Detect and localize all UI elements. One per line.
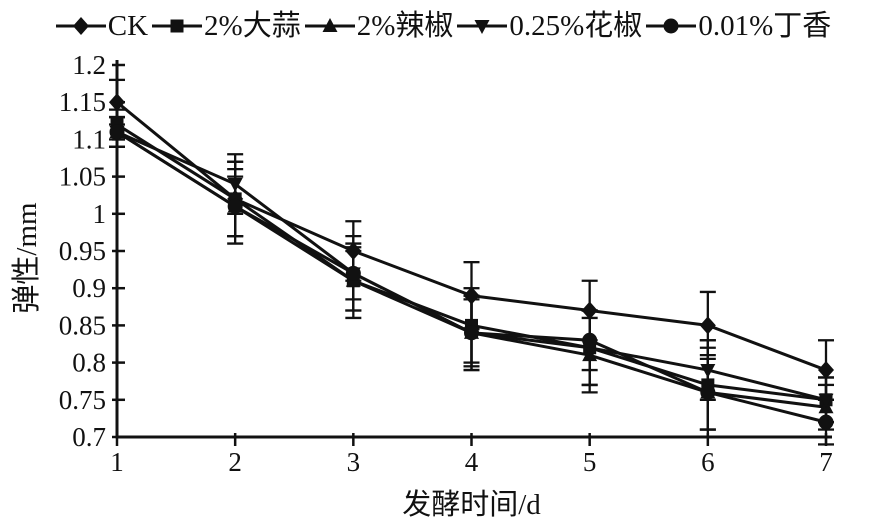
legend-item-2%大蒜: 2%大蒜 — [151, 9, 301, 42]
y-tick-label: 0.75 — [59, 385, 106, 415]
x-tick-label: 5 — [583, 447, 597, 477]
legend-diamond-icon — [55, 17, 106, 35]
y-tick-label: 0.85 — [59, 310, 106, 340]
legend-label: CK — [107, 9, 149, 42]
axes: 0.7 0.75 0.8 0.85 0.9 0.95 1 1.05 1.1 1.15 1.2 1 2 3 4… — [59, 50, 833, 477]
marker-diamond-icon — [581, 301, 598, 320]
marker-circle-icon — [818, 414, 834, 430]
marker-diamond-icon — [463, 286, 480, 305]
y-tick-label: 1.05 — [59, 162, 106, 192]
y-tick-label: 0.9 — [72, 273, 106, 303]
legend-item-0.01%丁香: 0.01%丁香 — [645, 9, 832, 42]
y-tick-label: 0.95 — [59, 236, 106, 266]
marker-triangle-down-icon — [818, 393, 834, 408]
marker-diamond-icon — [109, 93, 125, 112]
marker-circle-icon — [582, 332, 598, 348]
legend-circle-icon — [646, 18, 697, 34]
legend-marker-triangle-up-icon — [322, 18, 338, 32]
x-tick-label: 3 — [347, 447, 361, 477]
legend-label: 0.01%丁香 — [698, 9, 832, 42]
x-axis-title: 发酵时间/d — [402, 489, 541, 521]
x-tick-label: 1 — [110, 447, 124, 477]
legend-marker-diamond-icon — [72, 17, 89, 35]
marker-circle-icon — [464, 325, 479, 341]
marker-circle-icon — [700, 384, 716, 400]
y-tick-label: 0.7 — [72, 422, 106, 452]
y-tick-label: 1 — [93, 199, 107, 229]
legend-marker-circle-icon — [663, 18, 679, 34]
legend-square-icon — [152, 19, 203, 33]
marker-diamond-icon — [699, 316, 716, 335]
chart-legend: CK 2%大蒜 2%辣椒 0.25%花椒 0.01%丁香 — [0, 4, 886, 48]
marker-diamond-icon — [818, 361, 834, 380]
legend-item-CK: CK — [55, 9, 149, 42]
legend-label: 2%大蒜 — [204, 9, 301, 42]
y-tick-label: 1.15 — [59, 87, 106, 117]
marker-triangle-down-icon — [700, 364, 716, 379]
legend-triangle-up-icon — [304, 18, 355, 32]
marker-circle-icon — [109, 124, 125, 140]
x-tick-label: 4 — [465, 447, 479, 477]
marker-diamond-icon — [345, 242, 362, 260]
marker-circle-icon — [345, 265, 361, 281]
legend-marker-square-icon — [170, 19, 184, 33]
legend-label: 0.25%花椒 — [509, 9, 643, 42]
y-tick-label: 1.1 — [72, 124, 106, 154]
legend-marker-triangle-down-icon — [474, 20, 490, 34]
marker-circle-icon — [227, 198, 243, 214]
legend-item-2%辣椒: 2%辣椒 — [304, 9, 454, 42]
legend-label: 2%辣椒 — [356, 9, 454, 42]
y-tick-label: 1.2 — [72, 50, 106, 80]
series-markers-0.01%丁香 — [109, 124, 834, 430]
y-tick-label: 0.8 — [72, 348, 106, 378]
legend-item-0.25%花椒: 0.25%花椒 — [456, 9, 643, 42]
marker-triangle-down-icon — [227, 178, 243, 193]
x-tick-label: 2 — [228, 447, 242, 477]
x-tick-label: 6 — [701, 447, 715, 477]
x-tick-label: 7 — [819, 447, 833, 477]
y-axis-title: 弹性/mm — [11, 202, 43, 314]
legend-triangle-down-icon — [457, 20, 508, 34]
